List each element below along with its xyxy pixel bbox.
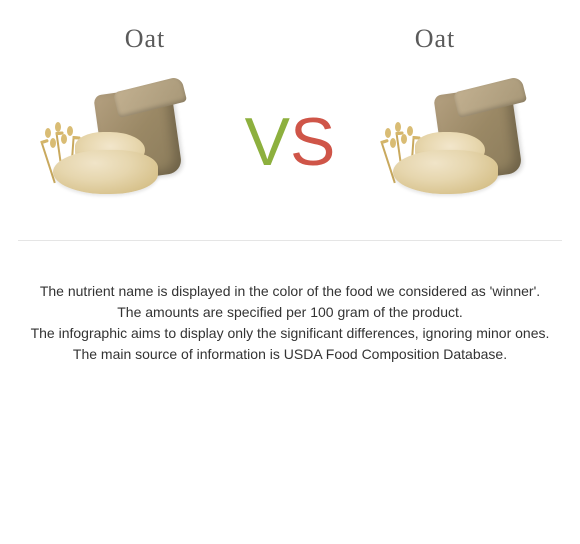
oat-sack-icon	[45, 82, 195, 202]
comparison-row: VS	[0, 82, 580, 202]
info-line: The infographic aims to display only the…	[18, 323, 562, 344]
vs-s: S	[290, 103, 335, 181]
right-food-image	[385, 82, 535, 202]
left-food-image	[45, 82, 195, 202]
title-row: Oat Oat	[0, 0, 580, 54]
info-line: The amounts are specified per 100 gram o…	[18, 302, 562, 323]
oat-sack-icon	[385, 82, 535, 202]
vs-label: VS	[245, 103, 336, 181]
right-title: Oat	[415, 24, 456, 54]
info-line: The main source of information is USDA F…	[18, 344, 562, 365]
info-line: The nutrient name is displayed in the co…	[18, 281, 562, 302]
info-block: The nutrient name is displayed in the co…	[0, 241, 580, 365]
vs-v: V	[245, 103, 290, 181]
left-title: Oat	[125, 24, 166, 54]
